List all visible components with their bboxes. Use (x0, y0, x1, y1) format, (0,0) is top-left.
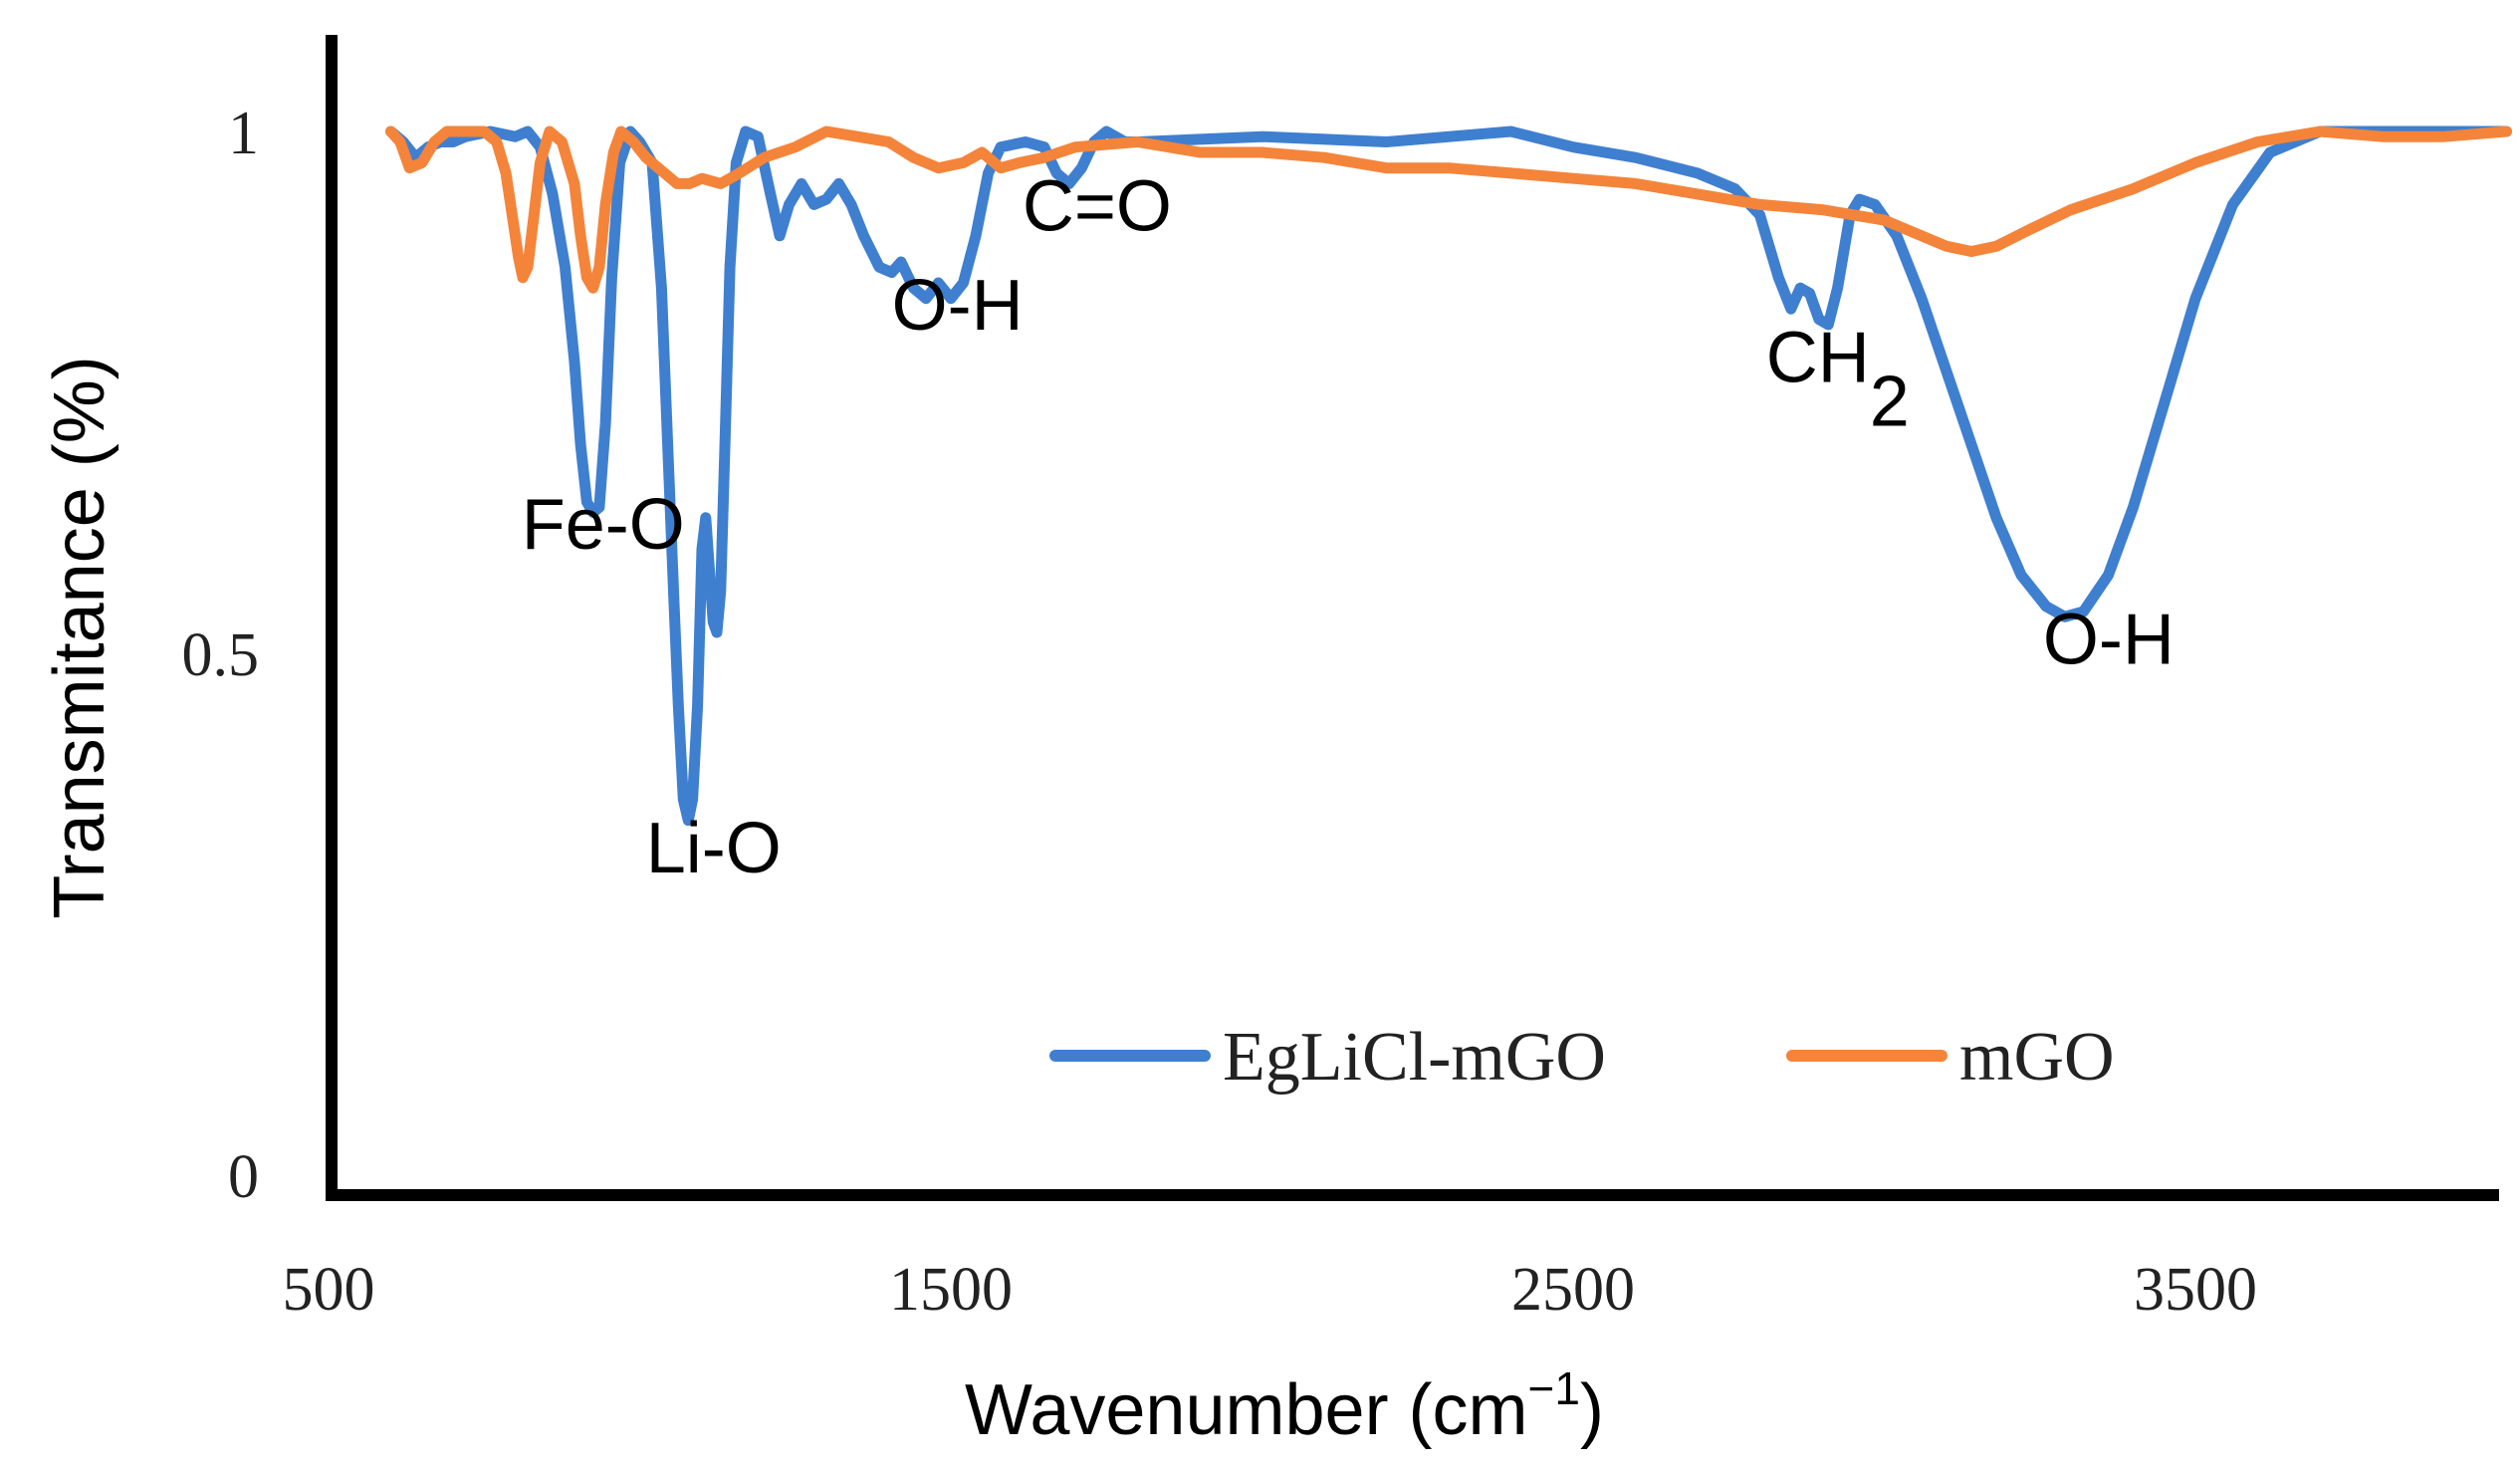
annotations: Fe-O Li-O O-H C=O CH2 O-H (522, 167, 2175, 889)
x-tick-label: 1500 (889, 1256, 1013, 1324)
x-axis-title: Wavenumber (cm−1) (965, 1362, 1604, 1450)
axes (326, 35, 2499, 1201)
tick-labels: 500 1500 2500 3500 0 0.5 1 (182, 100, 2258, 1324)
peak-label: O-H (892, 266, 1024, 346)
y-axis-title: Transmitance (%) (40, 356, 119, 918)
x-axis-title-close: ) (1580, 1370, 1604, 1450)
x-tick-label: 500 (283, 1256, 375, 1324)
series-line-mgo (385, 125, 2512, 294)
peak-label: Fe-O (522, 485, 685, 565)
x-tick-label: 3500 (2134, 1256, 2257, 1324)
peak-label: Li-O (646, 809, 782, 888)
series-line-eglicl-mgo (385, 125, 2512, 827)
legend-label: EgLiCl-mGO (1223, 1019, 1606, 1096)
x-tick-label: 2500 (1511, 1256, 1635, 1324)
y-tick-label: 0 (228, 1143, 259, 1211)
legend-label: mGO (1959, 1019, 2115, 1096)
peak-label: C=O (1023, 167, 1172, 247)
y-tick-label: 1 (228, 100, 259, 167)
peak-label: O-H (2043, 600, 2175, 679)
peak-label: CH2 (1766, 319, 1910, 442)
series-layer (385, 125, 2512, 827)
legend: EgLiCl-mGO mGO (1049, 1019, 2115, 1096)
y-tick-label: 0.5 (182, 621, 260, 689)
x-axis-title-sup: −1 (1528, 1362, 1580, 1414)
x-axis-title-main: Wavenumber (cm (965, 1370, 1527, 1450)
